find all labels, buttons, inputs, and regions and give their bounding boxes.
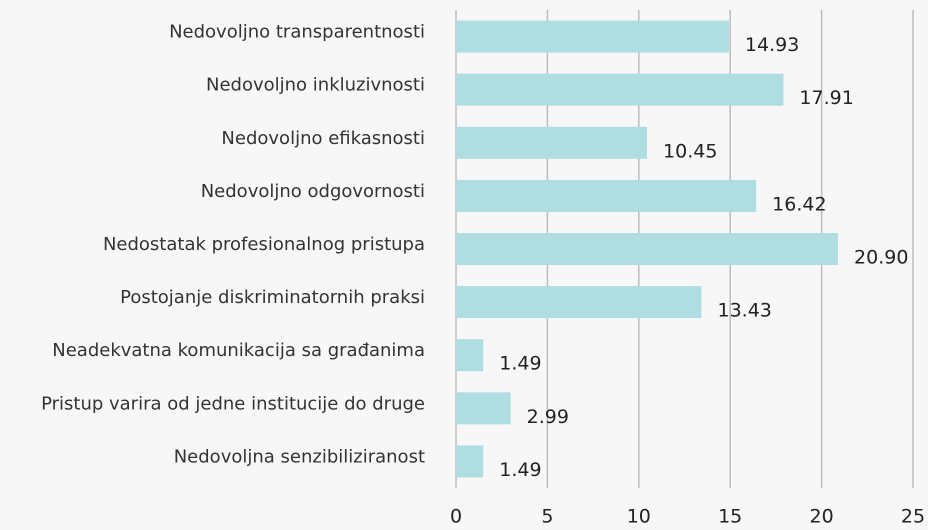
- y-tick-label: Pristup varira od jedne institucije do d…: [41, 393, 425, 414]
- bar: [456, 73, 784, 106]
- x-tick-label: 5: [541, 506, 553, 528]
- value-label: 10.45: [663, 140, 717, 162]
- value-label: 17.91: [799, 87, 853, 109]
- bar: [456, 126, 648, 159]
- x-tick-label: 0: [450, 506, 462, 528]
- y-tick-label: Postojanje diskriminatornih praksi: [120, 287, 425, 308]
- value-label: 1.49: [499, 353, 541, 375]
- y-tick-label: Nedovoljno efikasnosti: [221, 128, 425, 149]
- y-tick-label: Nedovoljno transparentnosti: [169, 22, 425, 43]
- bar: [456, 20, 729, 53]
- bar: [456, 445, 484, 478]
- y-tick-label: Nedovoljno odgovornosti: [201, 181, 425, 202]
- y-tick-label: Neadekvatna komunikacija sa građanima: [52, 340, 425, 361]
- value-label: 14.93: [745, 34, 799, 56]
- value-label: 16.42: [772, 193, 826, 215]
- value-label: 20.90: [854, 247, 908, 269]
- value-label: 1.49: [499, 459, 541, 481]
- value-label: 13.43: [718, 300, 772, 322]
- bar: [456, 286, 702, 319]
- x-tick-label: 10: [627, 506, 651, 528]
- x-tick-label: 20: [810, 506, 834, 528]
- y-tick-label: Nedovoljna senzibiliziranost: [174, 446, 425, 467]
- value-label: 2.99: [527, 406, 569, 428]
- x-tick-label: 25: [901, 506, 925, 528]
- bar: [456, 392, 511, 425]
- bar: [456, 339, 484, 372]
- y-tick-label: Nedostatak profesionalnog pristupa: [103, 234, 425, 255]
- x-tick-label: 15: [718, 506, 742, 528]
- bar: [456, 179, 757, 212]
- bar: [456, 233, 839, 265]
- y-tick-label: Nedovoljno inkluzivnosti: [206, 75, 425, 96]
